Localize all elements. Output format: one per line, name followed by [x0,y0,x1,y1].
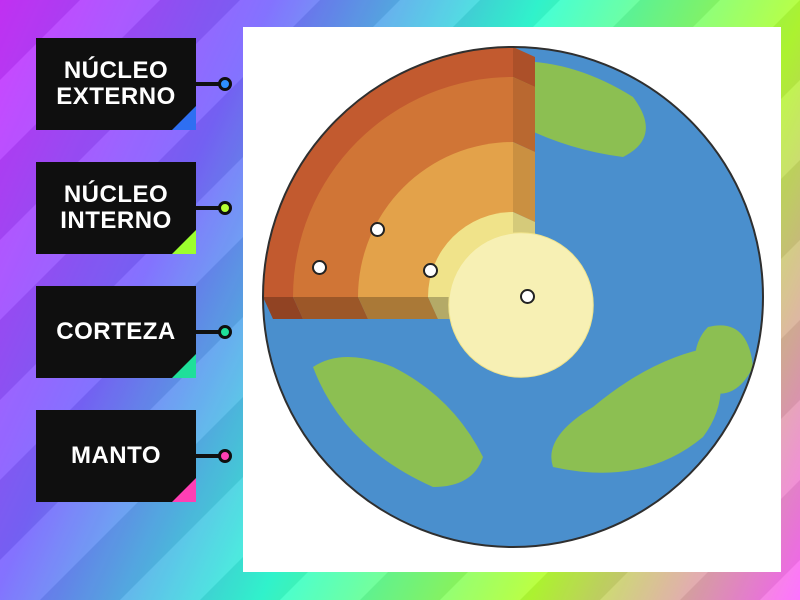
label-text: NÚCLEO INTERNO [60,182,172,235]
spot-crust[interactable] [312,260,327,275]
label-nucleo-interno[interactable]: NÚCLEO INTERNO [36,162,196,254]
diagram-stage: NÚCLEO EXTERNO NÚCLEO INTERNO CORTEZA MANTO [0,0,800,600]
label-corteza[interactable]: CORTEZA [36,286,196,378]
corner-triangle-icon [172,230,196,254]
corner-triangle-icon [172,354,196,378]
spot-outer-core[interactable] [423,263,438,278]
label-text: MANTO [71,443,161,469]
spot-inner-core[interactable] [520,289,535,304]
pin-corteza[interactable] [218,325,232,339]
pin-nucleo-externo[interactable] [218,77,232,91]
pin-manto[interactable] [218,449,232,463]
spot-mantle[interactable] [370,222,385,237]
label-text: CORTEZA [56,319,176,345]
corner-triangle-icon [172,106,196,130]
label-nucleo-externo[interactable]: NÚCLEO EXTERNO [36,38,196,130]
corner-triangle-icon [172,478,196,502]
pin-nucleo-interno[interactable] [218,201,232,215]
label-text: NÚCLEO EXTERNO [56,58,176,111]
label-manto[interactable]: MANTO [36,410,196,502]
